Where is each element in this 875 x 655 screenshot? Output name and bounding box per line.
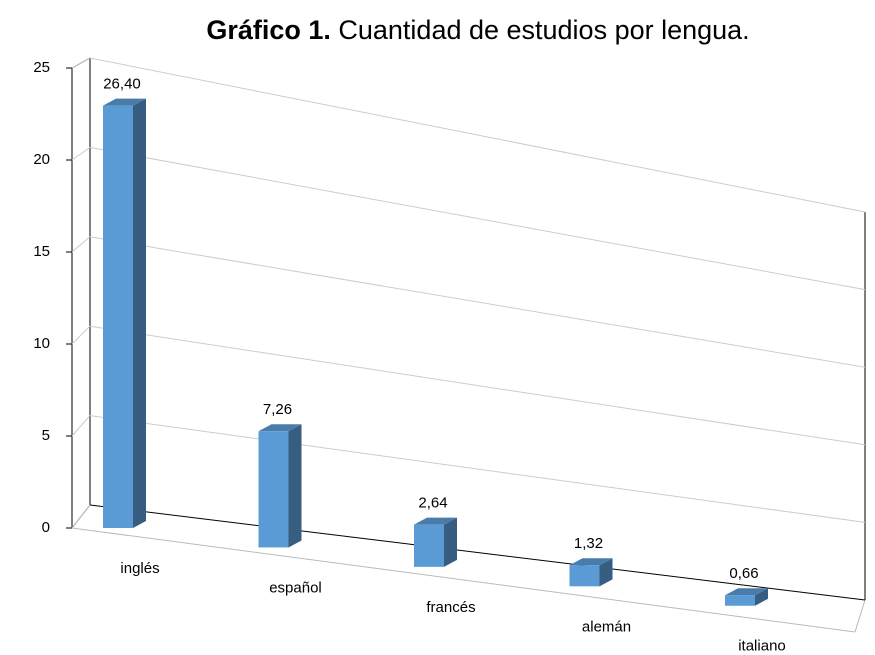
bar-side (599, 558, 613, 587)
chart-title: Cuantidad de estudios por lengua. (338, 15, 749, 45)
y-tick-label: 0 (42, 519, 50, 536)
x-tick-label: francés (426, 599, 475, 616)
bar-top (258, 424, 302, 432)
data-label: 7,26 (263, 401, 292, 418)
left-wall-grid (71, 146, 91, 161)
x-tick-label: alemán (582, 618, 631, 635)
y-tick-label: 25 (33, 59, 50, 76)
floor-right-edge (854, 599, 866, 633)
data-label: 26,40 (103, 76, 141, 93)
grid-line (89, 325, 866, 446)
bar-top (569, 558, 613, 566)
bar-top (725, 588, 768, 596)
x-tick-label: italiano (738, 638, 786, 655)
grid-line (89, 415, 866, 523)
bar (103, 105, 133, 528)
bar (258, 431, 289, 548)
y-tick-label: 20 (33, 151, 50, 168)
y-tick-label: 5 (42, 427, 50, 444)
bar (414, 524, 444, 567)
bar-top (103, 98, 146, 106)
y-tick-label: 10 (33, 335, 50, 352)
data-label: 0,66 (729, 565, 758, 582)
bar-side (755, 588, 768, 606)
bar-side (133, 98, 146, 528)
grid-line (89, 57, 866, 213)
x-tick-label: español (269, 579, 322, 596)
bar-side (444, 517, 457, 567)
chart-title-group: Gráfico 1. Cuantidad de estudios por len… (206, 15, 749, 45)
grid-line (89, 236, 866, 368)
floor-front-edge (71, 527, 856, 633)
y-tick-label: 15 (33, 243, 50, 260)
bar-top (414, 517, 457, 525)
left-wall-grid (71, 504, 91, 529)
x-tick-label: inglés (120, 560, 159, 577)
grid-line (89, 504, 866, 601)
chart-title-label: Gráfico 1. (206, 15, 331, 45)
left-wall-grid (71, 325, 91, 345)
data-label: 1,32 (574, 535, 603, 552)
grid-line (89, 146, 866, 291)
left-wall-grid (71, 415, 91, 437)
data-label: 2,64 (418, 495, 447, 512)
walls (71, 57, 866, 633)
bar-side (288, 424, 302, 548)
bar (725, 595, 755, 606)
bar (569, 565, 600, 587)
left-wall-grid (71, 236, 91, 253)
left-wall-grid (71, 57, 91, 69)
